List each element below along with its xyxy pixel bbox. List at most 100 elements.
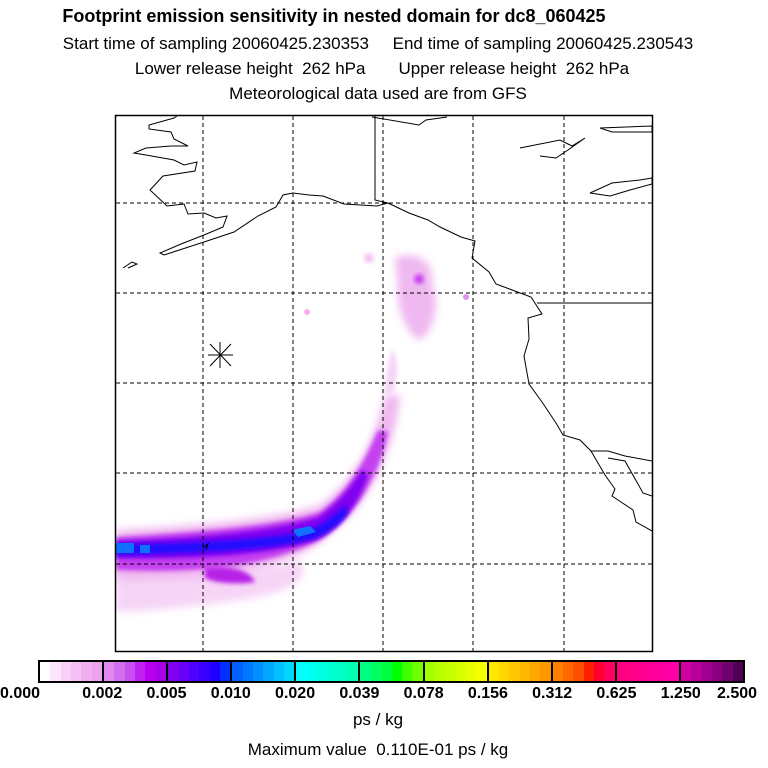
plume-hawaii-patch (205, 567, 255, 584)
colorbar-swatch (145, 662, 156, 681)
coastline-arctic-canada (371, 116, 448, 126)
colorbar-tick-label: 0.625 (596, 685, 637, 702)
colorbar-swatch (658, 662, 669, 681)
colorbar (38, 660, 745, 683)
colorbar-swatch (647, 662, 659, 681)
grid-lines (116, 116, 652, 651)
coastline-hawaii (202, 542, 210, 551)
plume-small-blob (364, 253, 374, 263)
coastline-baja (590, 450, 652, 532)
coastline-alaska-north (132, 116, 389, 256)
colorbar-tick-label: 0.010 (210, 685, 251, 702)
colorbar-unit: ps / kg (352, 710, 404, 729)
colorbar-swatch (519, 662, 531, 681)
colorbar-swatch (594, 662, 605, 681)
colorbar-segment (296, 662, 361, 681)
plume-trail (384, 350, 398, 395)
plume-upper-peak (414, 274, 424, 284)
plume-peak (140, 545, 150, 553)
border-alaska-canada (374, 116, 389, 204)
colorbar-tick-label: 0.156 (467, 685, 508, 702)
colorbar-swatch (412, 662, 423, 681)
colorbar-swatch (40, 662, 51, 681)
colorbar-segment (360, 662, 425, 681)
coastline-north-america-west (387, 202, 652, 462)
colorbar-swatch (284, 662, 295, 681)
colorbar-tick-label: 0.005 (146, 685, 187, 702)
plume-peak (292, 526, 316, 537)
colorbar-swatch (637, 662, 648, 681)
colorbar-swatch (91, 662, 103, 681)
colorbar-swatch (348, 662, 359, 681)
coastline-arctic-islands (589, 177, 652, 197)
colorbar-segment (424, 662, 489, 681)
colorbar-swatch (232, 662, 243, 681)
maximum-value: Maximum value 0.110E-01 ps / kg (247, 740, 509, 759)
colorbar-tick-label: 0.000 (0, 685, 41, 702)
colorbar-swatch (488, 662, 499, 681)
colorbar-swatch (306, 662, 318, 681)
plume-small-blob (463, 294, 469, 300)
colorbar-segment (616, 662, 681, 681)
colorbar-swatch (701, 662, 712, 681)
colorbar-tick-label: 0.078 (403, 685, 444, 702)
colorbar-swatch (455, 662, 466, 681)
plume-core (116, 505, 348, 555)
colorbar-tick-label: 0.039 (339, 685, 380, 702)
coastlines (122, 116, 652, 551)
colorbar-swatch (465, 662, 477, 681)
colorbar-swatch (573, 662, 584, 681)
asterisk-icon (208, 342, 233, 368)
colorbar-swatch (360, 662, 371, 681)
colorbar-swatch (604, 662, 615, 681)
colorbar-segment (40, 662, 105, 681)
plume-small-blob (304, 309, 310, 315)
colorbar-swatch (691, 662, 702, 681)
coastline-gulf-california (607, 457, 652, 497)
emission-plume (116, 253, 469, 612)
colorbar-swatch (50, 662, 61, 681)
colorbar-swatch (401, 662, 413, 681)
colorbar-swatch (616, 662, 628, 681)
colorbar-segment (168, 662, 233, 681)
colorbar-segment (680, 662, 743, 681)
colorbar-swatch (370, 662, 382, 681)
colorbar-swatch (476, 662, 487, 681)
colorbar-swatch (424, 662, 435, 681)
colorbar-swatch (445, 662, 456, 681)
colorbar-swatch (71, 662, 82, 681)
colorbar-swatch (178, 662, 189, 681)
colorbar-swatch (273, 662, 284, 681)
colorbar-swatch (530, 662, 541, 681)
colorbar-swatch (563, 662, 574, 681)
colorbar-swatch (219, 662, 231, 681)
plot-title: Footprint emission sensitivity in nested… (62, 6, 606, 26)
met-data-source: Meteorological data used are from GFS (229, 84, 527, 103)
coastline-arctic-islands (599, 125, 652, 133)
colorbar-swatch (583, 662, 595, 681)
colorbar-swatch (552, 662, 564, 681)
colorbar-swatch (391, 662, 402, 681)
colorbar-swatch (540, 662, 551, 681)
colorbar-swatch (327, 662, 338, 681)
colorbar-swatch (124, 662, 136, 681)
colorbar-swatch (199, 662, 210, 681)
colorbar-swatch (104, 662, 115, 681)
colorbar-swatch (114, 662, 125, 681)
colorbar-swatch (627, 662, 638, 681)
map-frame (114, 114, 654, 653)
colorbar-swatch (252, 662, 264, 681)
colorbar-swatch (296, 662, 307, 681)
colorbar-swatch (711, 662, 723, 681)
colorbar-swatch (499, 662, 510, 681)
colorbar-swatch (509, 662, 520, 681)
colorbar-swatch (81, 662, 92, 681)
colorbar-tick-label: 2.500 (716, 685, 758, 702)
colorbar-segment (552, 662, 617, 681)
colorbar-swatch (434, 662, 446, 681)
colorbar-swatch (668, 662, 679, 681)
colorbar-swatch (680, 662, 692, 681)
release-heights: Lower release height 262 hPa Upper relea… (134, 59, 630, 78)
colorbar-swatch (317, 662, 328, 681)
